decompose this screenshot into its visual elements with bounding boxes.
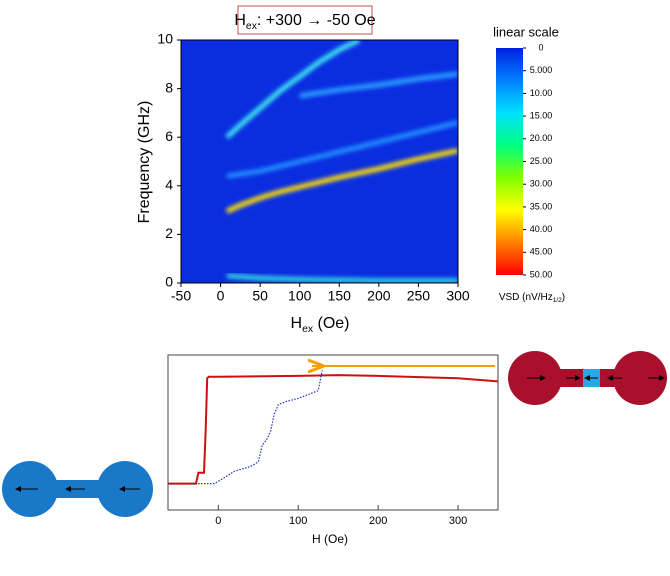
- magnet-diagram-blue: [2, 461, 153, 517]
- colorbar-tick-label: 10.00: [530, 88, 553, 98]
- colorbar-title: linear scale: [493, 24, 559, 39]
- text-part: : +300 → -50 Oe: [257, 12, 376, 29]
- x-tick-label: 100: [289, 515, 307, 527]
- colorbar-unit: VSD (nV/Hz1/2): [499, 292, 565, 305]
- x-tick-label: 300: [446, 288, 470, 304]
- colorbar-tick-label: 40.00: [530, 224, 553, 234]
- magnet-diagram-red: [508, 351, 667, 405]
- text-part: (Oe): [313, 315, 349, 332]
- x-tick-label: 0: [217, 288, 225, 304]
- colorbar-tick-label: 30.00: [530, 179, 553, 189]
- colorbar-tick-label: 20.00: [530, 133, 553, 143]
- chart-title: Hex: +300 → -50 Oe: [234, 12, 375, 32]
- text-part: VSD (nV/Hz: [499, 292, 553, 303]
- mode-line: [226, 273, 458, 283]
- x-axis-label: Hex (Oe): [291, 315, 350, 335]
- data-line: [168, 370, 323, 485]
- modes: [225, 40, 458, 283]
- colorbar-tick-label: 45.00: [530, 247, 553, 257]
- x-tick-label: -50: [171, 288, 191, 304]
- text-part: 1/2: [553, 297, 562, 304]
- x-axis-label: H (Oe): [312, 532, 348, 546]
- text-part: ex: [302, 324, 314, 335]
- y-tick-label: 8: [165, 79, 173, 95]
- y-tick-label: 0: [165, 274, 173, 290]
- colorbar-tick-label: 5.000: [530, 65, 553, 75]
- mode-line: [226, 120, 458, 179]
- title-box: [237, 5, 373, 35]
- y-tick-label: 4: [165, 177, 173, 193]
- mode-line: [225, 148, 458, 214]
- y-axis-label: Frequency (GHz): [136, 101, 153, 224]
- colorbar-tick-label: 35.00: [530, 201, 553, 211]
- x-tick-label: 150: [328, 288, 352, 304]
- colorbar-tick-label: 0: [538, 42, 543, 52]
- data-line: [168, 374, 499, 485]
- y-tick-label: 6: [165, 128, 173, 144]
- y-tick-label: 2: [165, 225, 173, 241]
- x-tick-label: 50: [252, 288, 268, 304]
- text-part: ): [562, 292, 565, 303]
- mode-line: [299, 71, 458, 99]
- plot-frame: [167, 354, 499, 511]
- y-tick-label: 10: [157, 31, 173, 47]
- x-tick-label: 200: [369, 515, 387, 527]
- x-tick-label: 100: [288, 288, 312, 304]
- plot-frame: [180, 39, 459, 284]
- text-part: ex: [246, 21, 258, 32]
- colorbar-tick-label: 50.00: [530, 269, 553, 279]
- text-part: H: [291, 315, 303, 332]
- x-tick-label: 0: [215, 515, 221, 527]
- mode-line: [225, 40, 361, 140]
- colorbar: [496, 48, 523, 275]
- x-tick-label: 200: [367, 288, 391, 304]
- colorbar-tick-label: 15.00: [530, 110, 553, 120]
- colorbar-tick-label: 25.00: [530, 156, 553, 166]
- x-tick-label: 300: [449, 515, 467, 527]
- x-tick-label: 250: [407, 288, 431, 304]
- text-part: H: [234, 12, 246, 29]
